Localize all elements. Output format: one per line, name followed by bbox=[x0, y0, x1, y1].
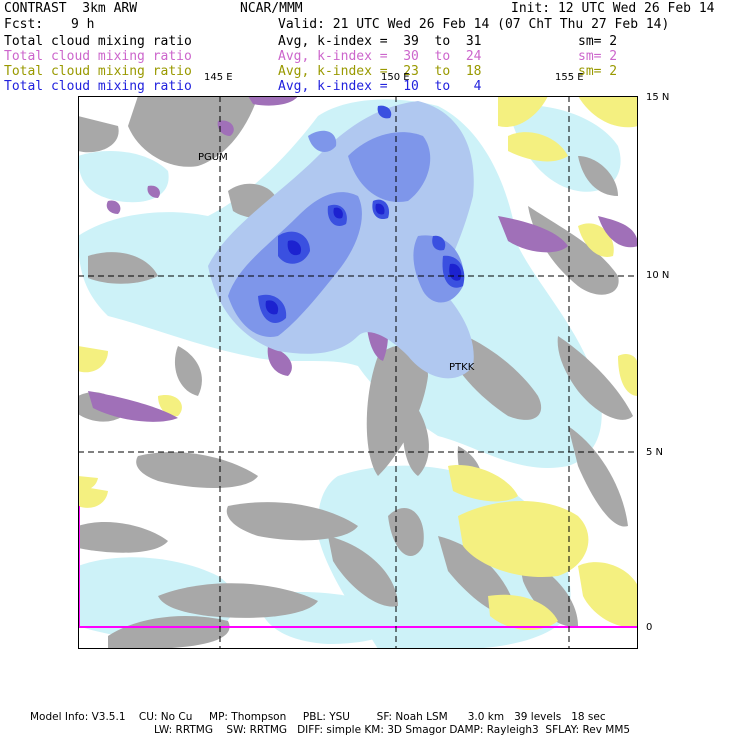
lon-label-150e: 150 E bbox=[381, 72, 410, 83]
model-info-line-2: LW: RRTMG SW: RRTMG DIFF: simple KM: 3D … bbox=[154, 724, 631, 736]
field-stat-1: Avg, k-index = 39 to 31 bbox=[278, 34, 482, 49]
model-info-line-1: Model Info: V3.5.1 CU: No Cu MP: Thompso… bbox=[30, 711, 606, 723]
forecast-hour: 9 h bbox=[71, 17, 95, 32]
field-name-2: Total cloud mixing ratio bbox=[4, 49, 192, 64]
lat-label-10n: 10 N bbox=[646, 270, 670, 281]
station-pgum: PGUM bbox=[198, 152, 228, 163]
organization-label: NCAR/MMM bbox=[240, 1, 303, 16]
field-smooth-2: sm= 2 bbox=[578, 49, 618, 64]
field-stat-2: Avg, k-index = 30 to 24 bbox=[278, 49, 482, 64]
lat-lon-grid bbox=[78, 96, 638, 649]
station-ptkk: PTKK bbox=[449, 362, 475, 373]
field-name-4: Total cloud mixing ratio bbox=[4, 79, 192, 94]
field-smooth-1: sm= 2 bbox=[578, 34, 618, 49]
forecast-map bbox=[78, 96, 638, 649]
lon-label-145e: 145 E bbox=[204, 72, 233, 83]
lat-label-15n: 15 N bbox=[646, 92, 670, 103]
lat-label-5n: 5 N bbox=[646, 447, 664, 458]
field-stat-4: Avg, k-index = 10 to 4 bbox=[278, 79, 482, 94]
field-smooth-3: sm= 2 bbox=[578, 64, 618, 79]
cloud-layer-yellow bbox=[78, 96, 638, 631]
map-frame bbox=[78, 96, 638, 649]
field-name-1: Total cloud mixing ratio bbox=[4, 34, 192, 49]
cloud-layer-gray bbox=[78, 96, 633, 649]
run-title: CONTRAST 3km ARW bbox=[4, 1, 138, 16]
lon-label-155e: 155 E bbox=[555, 72, 584, 83]
field-name-3: Total cloud mixing ratio bbox=[4, 64, 192, 79]
forecast-label: Fcst: bbox=[4, 17, 44, 32]
field-stat-3: Avg, k-index = 23 to 18 bbox=[278, 64, 482, 79]
init-time: Init: 12 UTC Wed 26 Feb 14 bbox=[511, 1, 715, 16]
valid-time: Valid: 21 UTC Wed 26 Feb 14 (07 ChT Thu … bbox=[278, 17, 670, 32]
lat-label-equator: 0 bbox=[646, 622, 653, 633]
